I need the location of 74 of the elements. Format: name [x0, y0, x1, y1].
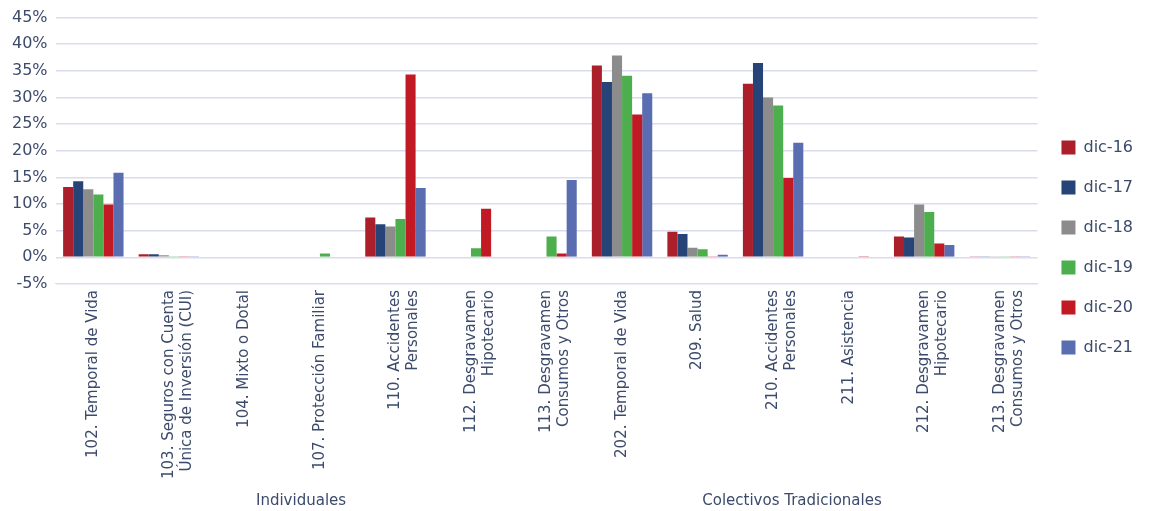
bar — [319, 253, 330, 257]
bar — [677, 233, 688, 257]
y-tick-label: 30% — [12, 86, 48, 106]
x-tick-label: 112. Desgravamen Hipotecario — [460, 289, 497, 434]
bar — [481, 208, 492, 257]
y-tick-label: 20% — [12, 139, 48, 159]
x-tick-label: 210. Accidentes Personales — [763, 289, 799, 410]
y-tick-label: 40% — [12, 33, 48, 53]
x-tick-label: 113. Desgravamen Consumos y Otros — [536, 289, 573, 434]
text: Colectivos Tradicionales — [702, 491, 882, 510]
bar — [83, 189, 94, 257]
bar — [415, 188, 426, 257]
y-tick-label: 25% — [12, 113, 48, 133]
legend-label: dic-19 — [1083, 256, 1133, 276]
x-tick-label: 104. Mixto o Dotal — [234, 289, 253, 428]
x-tick-label: 107. Protección Familiar — [309, 289, 328, 471]
bar — [73, 181, 84, 257]
x-tick-label: 102. Temporal de Vida — [83, 289, 102, 458]
bar — [742, 83, 753, 257]
legend-label: dic-20 — [1083, 296, 1133, 316]
y-tick-label: 45% — [12, 6, 48, 26]
bar — [773, 105, 784, 257]
bar — [103, 204, 114, 257]
x-tick-label: 209. Salud — [687, 289, 706, 371]
y-tick-label: 5% — [22, 219, 48, 239]
bar — [904, 237, 915, 257]
legend-label: dic-21 — [1083, 336, 1133, 356]
x-tick-label: 110. Accidentes Personales — [385, 289, 422, 410]
bar — [93, 194, 104, 257]
bar — [63, 187, 74, 257]
y-tick-label: 0% — [22, 246, 48, 266]
bar — [113, 172, 124, 257]
bar — [632, 114, 643, 257]
bar — [601, 82, 612, 257]
y-tick-label: 10% — [12, 193, 48, 213]
bar — [375, 224, 386, 257]
bar — [405, 74, 416, 257]
legend-label: dic-16 — [1083, 136, 1133, 156]
x-tick-label: 103. Seguros con Cuenta Única de Inversión (CUI) — [158, 289, 195, 479]
x-tick-label: 202. Temporal de Vida — [611, 289, 630, 458]
legend-label: dic-17 — [1083, 176, 1133, 196]
bar — [914, 204, 925, 257]
x-tick-label: 211. Asistencia — [838, 289, 857, 405]
bar — [622, 75, 633, 257]
bar — [148, 254, 159, 257]
bar — [546, 236, 557, 257]
bar — [667, 231, 678, 257]
bar — [793, 142, 804, 257]
bar — [752, 62, 764, 257]
bar — [591, 65, 602, 257]
bar — [470, 248, 482, 257]
bar — [944, 245, 955, 257]
bar — [687, 247, 698, 257]
bar — [138, 254, 149, 257]
bar — [783, 177, 794, 257]
y-tick-label: -5% — [16, 273, 48, 293]
bar — [934, 243, 945, 257]
bar — [385, 226, 396, 257]
legend-label: dic-18 — [1083, 216, 1133, 236]
text: Individuales — [255, 491, 347, 510]
bar — [642, 93, 653, 257]
bar — [611, 55, 623, 257]
x-tick-label: 213. Desgravamen Consumos y Otros — [989, 289, 1026, 434]
bar — [893, 236, 905, 257]
bar — [566, 180, 577, 257]
bar — [395, 218, 406, 257]
bar — [924, 212, 935, 257]
bar — [365, 217, 376, 257]
x-tick-label: 212. Desgravamen Hipotecario — [914, 289, 951, 434]
y-tick-label: 35% — [12, 60, 48, 80]
bar — [697, 249, 708, 257]
y-tick-label: 15% — [12, 166, 48, 186]
bar — [556, 253, 567, 257]
bar — [763, 97, 774, 257]
